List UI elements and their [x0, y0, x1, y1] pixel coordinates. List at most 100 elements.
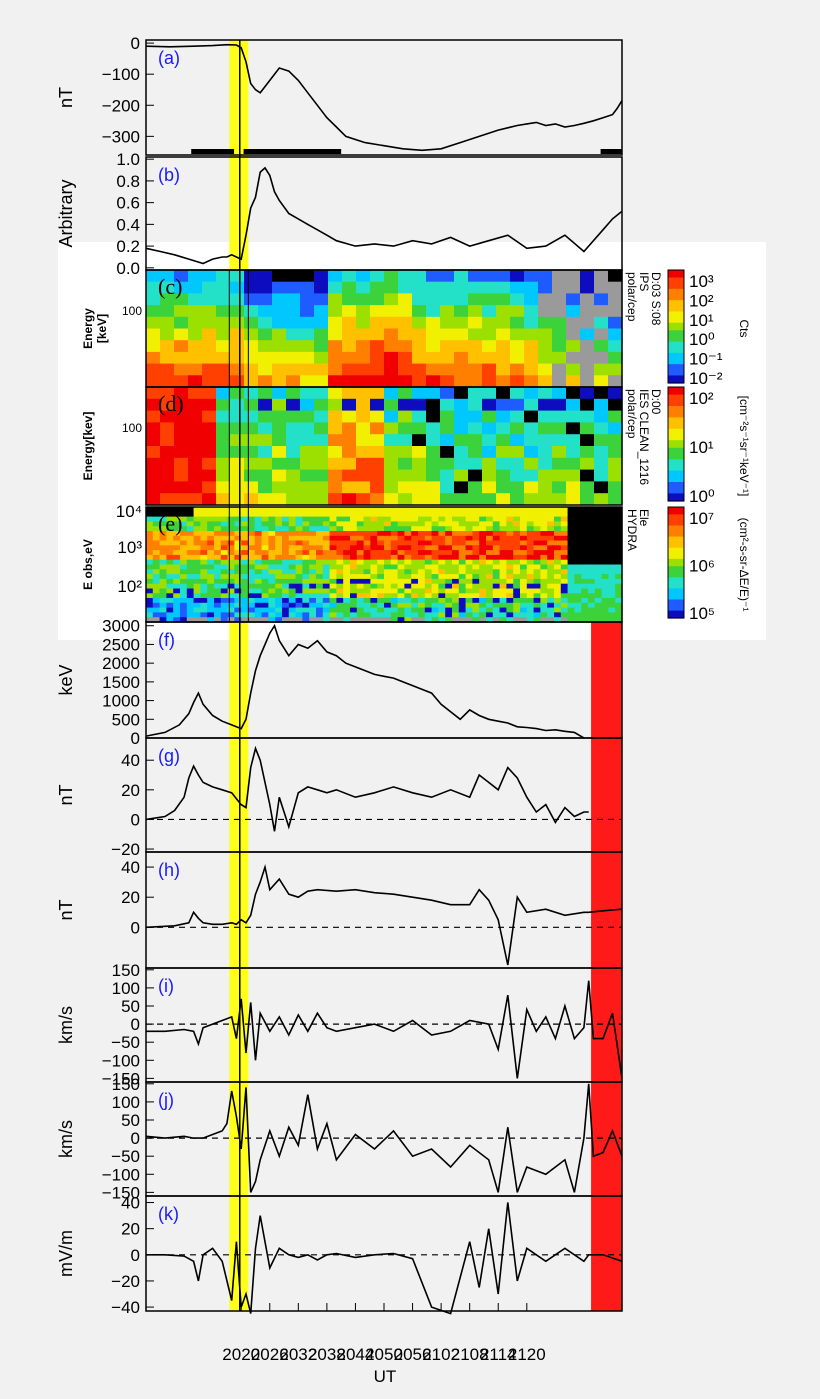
panel-label: (e)	[158, 511, 182, 536]
heatmap-cell	[524, 398, 539, 412]
heatmap-cell	[200, 578, 208, 585]
heatmap-cell	[159, 607, 167, 613]
colorbar-step	[668, 360, 684, 365]
heatmap-cell	[377, 535, 385, 542]
heatmap-cell	[472, 550, 480, 556]
heatmap-cell	[295, 583, 303, 590]
heatmap-cell	[601, 559, 609, 566]
heatmap-cell	[411, 526, 419, 532]
heatmap-cell	[486, 511, 494, 518]
heatmap-cell	[506, 588, 514, 594]
heatmap-cell	[268, 602, 276, 609]
heatmap-cell	[454, 375, 469, 388]
heatmap-cell	[261, 617, 269, 623]
heatmap-cell	[398, 434, 413, 447]
heatmap-cell	[220, 574, 229, 580]
heatmap-cell	[594, 434, 609, 447]
heatmap-cell	[336, 531, 344, 537]
heatmap-cell	[230, 469, 245, 482]
panel-label: (j)	[158, 1090, 174, 1110]
heatmap-cell	[513, 602, 521, 609]
panel-frame	[145, 967, 623, 1083]
heatmap-cell	[479, 583, 487, 590]
heatmap-cell	[186, 507, 195, 513]
heatmap-cell	[272, 375, 287, 388]
heatmap-cell	[608, 516, 616, 522]
heatmap-cell	[479, 554, 487, 561]
heatmap-cell	[370, 617, 378, 623]
heatmap-cell	[328, 410, 343, 423]
colorbar-step	[668, 406, 684, 411]
heatmap-cell	[227, 531, 235, 537]
heatmap-cell	[465, 540, 473, 546]
heatmap-cell	[248, 569, 256, 575]
heatmap-cell	[424, 531, 433, 537]
heatmap-cell	[159, 554, 167, 561]
interval-bar	[600, 149, 622, 154]
heatmap-cell	[482, 328, 497, 341]
heatmap-cell	[397, 540, 405, 546]
heatmap-cell	[316, 617, 324, 623]
y-axis-label: Energy[kev]	[81, 412, 95, 481]
heatmap-cell	[404, 507, 412, 513]
heatmap-cell	[411, 583, 419, 590]
heatmap-cell	[580, 316, 595, 330]
heatmap-cell	[300, 270, 315, 283]
heatmap-cell	[258, 281, 273, 294]
heatmap-cell	[356, 507, 365, 513]
heatmap-cell	[159, 545, 167, 551]
heatmap-cell	[268, 588, 276, 594]
heatmap-cell	[547, 511, 555, 518]
heatmap-cell	[159, 588, 167, 594]
heatmap-cell	[418, 598, 426, 604]
y-tick-label: 3000	[102, 617, 140, 636]
heatmap-cell	[458, 617, 467, 623]
heatmap-cell	[390, 612, 399, 618]
heatmap-cell	[615, 559, 623, 566]
heatmap-cell	[560, 602, 569, 609]
heatmap-cell	[594, 340, 609, 353]
heatmap-cell	[608, 583, 616, 590]
heatmap-cell	[526, 588, 535, 594]
heatmap-cell	[220, 507, 229, 513]
heatmap-cell	[510, 351, 525, 365]
heatmap-cell	[454, 351, 469, 365]
heatmap-cell	[567, 559, 575, 566]
heatmap-cell	[424, 526, 433, 532]
heatmap-cell	[214, 602, 222, 609]
heatmap-cell	[454, 270, 469, 283]
heatmap-cell	[314, 281, 329, 294]
heatmap-cell	[258, 398, 273, 412]
colorbar-step	[668, 581, 684, 586]
heatmap-cell	[384, 387, 399, 400]
heatmap-cell	[538, 398, 553, 412]
heatmap-cell	[566, 351, 581, 365]
heatmap-cell	[295, 535, 303, 542]
heatmap-cell	[492, 607, 501, 613]
heatmap-cell	[526, 617, 535, 623]
heatmap-cell	[275, 574, 283, 580]
heatmap-cell	[510, 293, 525, 306]
heatmap-cell	[552, 270, 567, 283]
heatmap-cell	[329, 617, 337, 623]
heatmap-cell	[230, 363, 245, 376]
heatmap-cell	[397, 526, 405, 532]
heatmap-cell	[370, 363, 385, 376]
heatmap-cell	[384, 516, 392, 522]
heatmap-cell	[282, 511, 290, 518]
heatmap-cell	[230, 457, 245, 471]
heatmap-cell	[580, 363, 595, 376]
heatmap-cell	[322, 511, 331, 518]
colorbar-tick-label: 10¹	[689, 311, 714, 330]
heatmap-cell	[397, 507, 405, 513]
heatmap-cell	[272, 363, 287, 376]
heatmap-cell	[398, 305, 413, 318]
heatmap-cell	[230, 351, 245, 365]
heatmap-cell	[452, 550, 460, 556]
heatmap-cell	[404, 554, 412, 561]
heatmap-cell	[615, 569, 623, 575]
heatmap-cell	[174, 446, 189, 459]
heatmap-cell	[363, 578, 371, 585]
heatmap-cell	[418, 550, 426, 556]
heatmap-cell	[300, 340, 315, 353]
